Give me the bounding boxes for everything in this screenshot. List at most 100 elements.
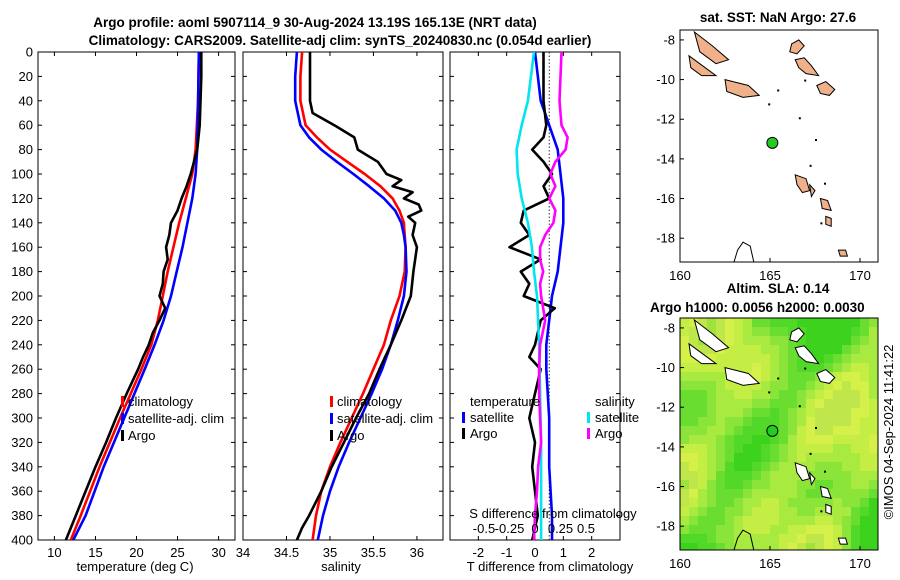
- sla-cell: [752, 516, 762, 526]
- sla-cell: [716, 471, 726, 481]
- sla-cell: [725, 399, 735, 409]
- depth-tick-label: 140: [11, 215, 33, 230]
- sla-cell: [725, 426, 735, 436]
- difference-legend-salinity: salinity satellite Argo: [587, 394, 639, 441]
- depth-tick-label: 180: [11, 264, 33, 279]
- depth-tick-label: 260: [11, 362, 33, 377]
- figure-title-line-2: Climatology: CARS2009. Satellite-adj cli…: [89, 33, 592, 48]
- islet: [798, 117, 801, 120]
- sla-cell: [752, 534, 762, 544]
- sla-cell: [869, 372, 878, 382]
- sla-cell: [743, 534, 753, 544]
- sla-cell: [734, 318, 744, 328]
- sla-cell: [869, 318, 878, 328]
- legend-swatch-climatology: [330, 396, 333, 407]
- sla-cell: [860, 345, 870, 355]
- salinity-difference-tick-label: 0: [531, 521, 538, 536]
- sla-cell: [743, 345, 753, 355]
- sla-cell: [770, 327, 780, 337]
- sla-cell: [743, 489, 753, 499]
- sla-cell: [815, 534, 825, 544]
- sla-cell: [806, 417, 816, 427]
- sla-cell: [833, 444, 843, 454]
- sla-cell: [869, 354, 878, 364]
- depth-tick-label: 340: [11, 459, 33, 474]
- sla-cell: [770, 399, 780, 409]
- sla-cell: [797, 426, 807, 436]
- sla-cell: [824, 363, 834, 373]
- sla-cell: [842, 516, 852, 526]
- depth-tick-label: 80: [19, 142, 33, 157]
- sla-cell: [689, 471, 699, 481]
- sla-cell: [734, 336, 744, 346]
- sla-cell: [851, 453, 861, 463]
- sla-cell: [725, 435, 735, 445]
- sla-cell: [833, 453, 843, 463]
- sla-cell: [707, 399, 717, 409]
- sla-cell: [824, 390, 834, 400]
- sla-cell: [788, 426, 798, 436]
- sla-cell: [797, 435, 807, 445]
- sla-cell: [761, 435, 771, 445]
- sla-cell: [698, 471, 708, 481]
- legend-label-satellite: satellite-adj. clim: [128, 411, 224, 426]
- sla-cell: [851, 543, 861, 550]
- sla-cell: [698, 381, 708, 391]
- depth-tick-label: 380: [11, 508, 33, 523]
- island: [837, 249, 849, 257]
- sla-cell: [869, 525, 878, 535]
- sla-cell: [788, 354, 798, 364]
- sla-cell: [689, 327, 699, 337]
- salinity-difference-tick-label: 0.5: [577, 521, 595, 536]
- sla-cell: [752, 327, 762, 337]
- island: [688, 342, 718, 365]
- sla-cell: [734, 525, 744, 535]
- sla-cell: [734, 534, 744, 544]
- sla-cell: [833, 426, 843, 436]
- sla-cell: [770, 525, 780, 535]
- sla-cell: [752, 525, 762, 535]
- sla-cell: [833, 525, 843, 535]
- lon-tick-label: 165: [759, 556, 781, 571]
- sla-cell: [689, 453, 699, 463]
- sla-cell: [842, 363, 852, 373]
- sla-cell: [824, 426, 834, 436]
- sla-cell: [743, 417, 753, 427]
- legend-heading-salinity: salinity: [595, 394, 635, 409]
- sla-cell: [707, 426, 717, 436]
- sla-cell: [851, 426, 861, 436]
- sla-cell: [770, 534, 780, 544]
- sla-cell: [815, 525, 825, 535]
- sla-cell: [833, 363, 843, 373]
- islet: [824, 470, 826, 473]
- sla-cell: [680, 363, 690, 373]
- sla-cell: [824, 471, 834, 481]
- sla-cell: [698, 417, 708, 427]
- sla-cell: [869, 507, 878, 517]
- sla-cell: [806, 426, 816, 436]
- sla-cell: [761, 327, 771, 337]
- depth-tick-label: 160: [11, 240, 33, 255]
- lat-tick-label: -10: [656, 360, 675, 375]
- x-tick-label: 35.5: [361, 545, 386, 560]
- sla-cell: [716, 507, 726, 517]
- sla-cell: [851, 336, 861, 346]
- temperature-axes-box: [37, 51, 236, 541]
- argo-float-marker: [766, 136, 779, 149]
- sla-cell: [833, 345, 843, 355]
- sla-cell: [698, 363, 708, 373]
- sla-cell: [680, 399, 690, 409]
- sla-cell: [869, 462, 878, 472]
- sla-cell: [860, 480, 870, 490]
- legend-swatch-temp-argo: [462, 428, 465, 439]
- sla-cell: [860, 390, 870, 400]
- sla-cell: [770, 543, 780, 550]
- sla-map-border: [679, 317, 879, 551]
- sla-cell: [833, 372, 843, 382]
- sla-cell: [797, 372, 807, 382]
- sla-cell: [815, 390, 825, 400]
- sla-cell: [788, 471, 798, 481]
- sla-cell: [716, 525, 726, 535]
- argo-float-marker: [766, 424, 779, 437]
- sla-cell: [734, 516, 744, 526]
